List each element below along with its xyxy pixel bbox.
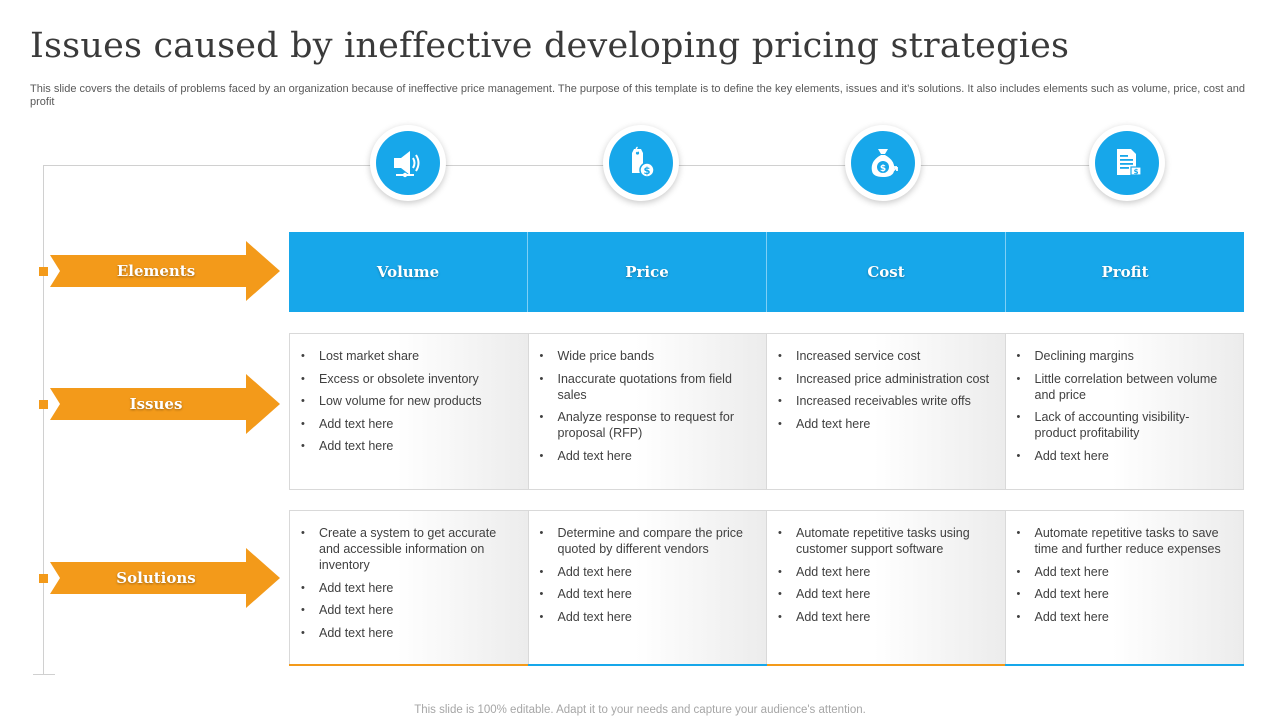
list-item: Automate repetitive tasks to save time a…	[1016, 525, 1230, 557]
list-item: Inaccurate quotations from field sales	[539, 371, 753, 403]
list-item: Add text here	[539, 448, 753, 464]
money-bag-icon: $	[871, 149, 898, 177]
list-item: Increased price administration cost	[777, 371, 991, 387]
list-item: Add text here	[300, 602, 514, 618]
list-item: Increased receivables write offs	[777, 393, 991, 409]
list-item: Add text here	[1016, 448, 1230, 464]
page-subtitle: This slide covers the details of problem…	[30, 83, 1245, 108]
list-item: Add text here	[539, 609, 753, 625]
footer-note: This slide is 100% editable. Adapt it to…	[414, 704, 866, 716]
solutions-label: Solutions	[116, 569, 196, 587]
elements-label: Elements	[116, 262, 196, 280]
svg-text:$: $	[880, 164, 886, 174]
issues-cell-cost: Increased service cost Increased price a…	[767, 334, 1006, 489]
column-header-cost: Cost	[767, 232, 1006, 312]
profit-icon-badge: $	[1089, 125, 1165, 201]
solutions-cell-price: Determine and compare the price quoted b…	[528, 511, 767, 665]
list-item: Add text here	[1016, 586, 1230, 602]
list-item: Automate repetitive tasks using customer…	[777, 525, 991, 557]
cost-icon-badge: $	[845, 125, 921, 201]
list-item: Add text here	[539, 564, 753, 580]
list-item: Add text here	[300, 580, 514, 596]
issues-block: Lost market share Excess or obsolete inv…	[289, 333, 1244, 490]
elements-row-marker	[39, 267, 48, 276]
list-item: Declining margins	[1016, 348, 1230, 364]
issues-arrow: Issues	[50, 374, 280, 434]
list-item: Add text here	[300, 625, 514, 641]
issues-row-marker	[39, 400, 48, 409]
column-header-price: Price	[528, 232, 767, 312]
price-icon-badge: $	[603, 125, 679, 201]
list-item: Increased service cost	[777, 348, 991, 364]
list-item: Little correlation between volume and pr…	[1016, 371, 1230, 403]
price-tag-icon: $	[632, 146, 655, 178]
svg-text:$: $	[1134, 168, 1139, 176]
issues-label: Issues	[129, 395, 183, 413]
list-item: Determine and compare the price quoted b…	[539, 525, 753, 557]
solutions-bottom-accent	[289, 664, 1244, 666]
list-item: Create a system to get accurate and acce…	[300, 525, 514, 573]
list-item: Add text here	[539, 586, 753, 602]
solutions-arrow: Solutions	[50, 548, 280, 608]
timeline-horizontal-line	[43, 165, 1128, 166]
elements-header-band: Volume Price Cost Profit	[289, 232, 1244, 312]
volume-icon-badge	[370, 125, 446, 201]
list-item: Add text here	[777, 586, 991, 602]
list-item: Lost market share	[300, 348, 514, 364]
issues-cell-profit: Declining margins Little correlation bet…	[1005, 334, 1243, 489]
solutions-cell-cost: Automate repetitive tasks using customer…	[767, 511, 1006, 665]
list-item: Add text here	[777, 564, 991, 580]
svg-text:$: $	[644, 166, 651, 177]
list-item: Wide price bands	[539, 348, 753, 364]
column-header-volume: Volume	[289, 232, 528, 312]
list-item: Lack of accounting visibility- product p…	[1016, 409, 1230, 441]
elements-arrow: Elements	[50, 241, 280, 301]
solutions-cell-volume: Create a system to get accurate and acce…	[290, 511, 529, 665]
timeline-foot	[33, 674, 55, 675]
list-item: Add text here	[777, 416, 991, 432]
list-item: Add text here	[300, 438, 514, 454]
list-item: Analyze response to request for proposal…	[539, 409, 753, 441]
list-item: Add text here	[1016, 564, 1230, 580]
list-item: Low volume for new products	[300, 393, 514, 409]
megaphone-icon	[394, 151, 420, 178]
list-item: Add text here	[300, 416, 514, 432]
issues-cell-volume: Lost market share Excess or obsolete inv…	[290, 334, 529, 489]
list-item: Excess or obsolete inventory	[300, 371, 514, 387]
timeline-vertical-line	[43, 166, 44, 674]
list-item: Add text here	[1016, 609, 1230, 625]
column-header-profit: Profit	[1101, 263, 1149, 281]
solutions-row-marker	[39, 574, 48, 583]
page-title: Issues caused by ineffective developing …	[30, 26, 1070, 66]
solutions-cell-profit: Automate repetitive tasks to save time a…	[1005, 511, 1243, 665]
list-item: Add text here	[777, 609, 991, 625]
invoice-icon: $	[1117, 149, 1142, 176]
issues-cell-price: Wide price bands Inaccurate quotations f…	[528, 334, 767, 489]
solutions-block: Create a system to get accurate and acce…	[289, 510, 1244, 666]
